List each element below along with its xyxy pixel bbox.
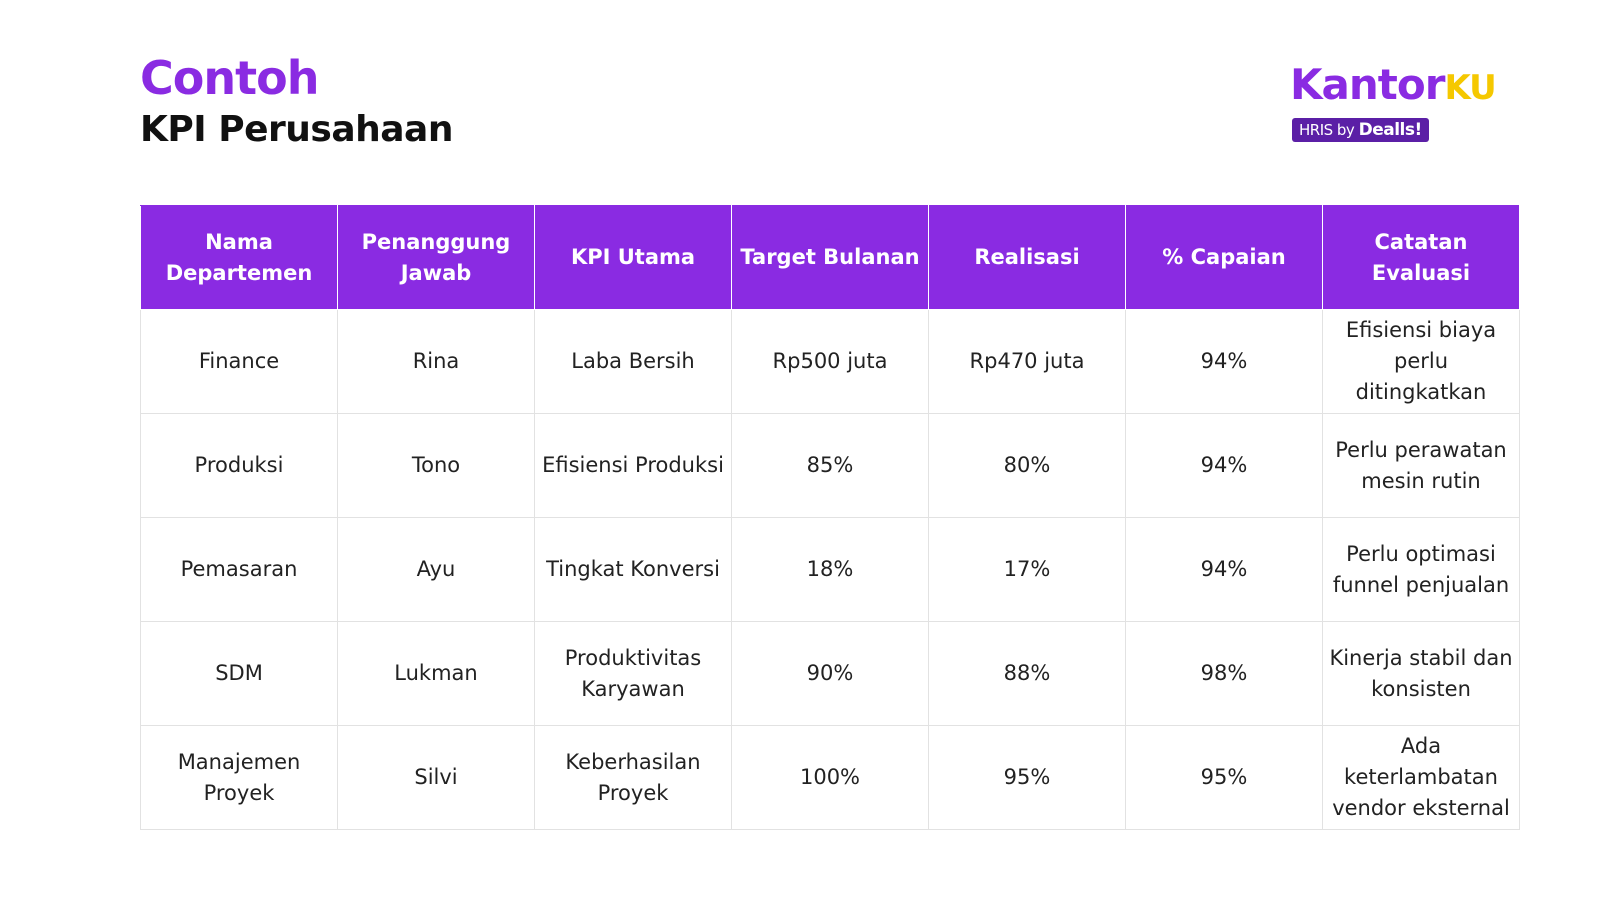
table-cell: 90% [731,621,929,726]
table-row: Finance Rina Laba Bersih Rp500 juta Rp47… [140,309,1520,414]
page-title-accent: Contoh [140,51,319,105]
table-cell: 94% [1125,413,1323,518]
table-cell: 100% [731,725,929,830]
table-cell: 17% [928,517,1126,622]
table-cell: Efisiensi biaya perlu ditingkatkan [1322,309,1520,414]
logo-badge: HRIS by Dealls! [1292,118,1429,142]
table-cell: 88% [928,621,1126,726]
table-row: Pemasaran Ayu Tingkat Konversi 18% 17% 9… [140,517,1520,622]
table-cell: Tingkat Konversi [534,517,732,622]
table-cell: Rina [337,309,535,414]
table-cell: 18% [731,517,929,622]
table-cell: Laba Bersih [534,309,732,414]
table-cell: Silvi [337,725,535,830]
table-cell: SDM [140,621,338,726]
logo-word-accent: KU [1444,68,1496,108]
table-cell: 95% [1125,725,1323,830]
page-title: KPI Perusahaan [140,109,453,150]
table-cell: Ayu [337,517,535,622]
table-cell: Perlu optimasi funnel penjualan [1322,517,1520,622]
brand-logo: KantorKU HRIS by Dealls! [1290,60,1497,150]
table-cell: Manajemen Proyek [140,725,338,830]
column-header: KPI Utama [534,205,732,310]
table-cell: Rp470 juta [928,309,1126,414]
table-cell: Pemasaran [140,517,338,622]
table-cell: Ada keterlambatan vendor eksternal [1322,725,1520,830]
page-header: Contoh KPI Perusahaan [140,50,453,154]
column-header: Catatan Evaluasi [1322,205,1520,310]
table-row: Manajemen Proyek Silvi Keberhasilan Proy… [140,725,1520,830]
table-cell: 94% [1125,517,1323,622]
logo-word-main: Kantor [1290,60,1445,109]
logo-wordmark: KantorKU [1290,60,1497,113]
table-cell: Tono [337,413,535,518]
table-cell: Perlu perawatan mesin rutin [1322,413,1520,518]
table-cell: 85% [731,413,929,518]
table-cell: Efisiensi Produksi [534,413,732,518]
table-cell: Produktivitas Karyawan [534,621,732,726]
table-cell: Lukman [337,621,535,726]
table-cell: Keberhasilan Proyek [534,725,732,830]
table-cell: 98% [1125,621,1323,726]
column-header: Realisasi [928,205,1126,310]
table-cell: 95% [928,725,1126,830]
table-cell: Rp500 juta [731,309,929,414]
table-row: SDM Lukman Produktivitas Karyawan 90% 88… [140,621,1520,726]
table-cell: 94% [1125,309,1323,414]
table-cell: Finance [140,309,338,414]
table-cell: Produksi [140,413,338,518]
logo-badge-prefix: HRIS by [1299,121,1355,139]
column-header: Target Bulanan [731,205,929,310]
table-row: Produksi Tono Efisiensi Produksi 85% 80%… [140,413,1520,518]
column-header: Penanggung Jawab [337,205,535,310]
table-cell: Kinerja stabil dan konsisten [1322,621,1520,726]
column-header: Nama Departemen [140,205,338,310]
column-header: % Capaian [1125,205,1323,310]
logo-badge-brand: Dealls! [1358,120,1423,140]
table-header-row: Nama Departemen Penanggung Jawab KPI Uta… [140,205,1520,310]
table-cell: 80% [928,413,1126,518]
kpi-table: Nama Departemen Penanggung Jawab KPI Uta… [140,205,1520,830]
